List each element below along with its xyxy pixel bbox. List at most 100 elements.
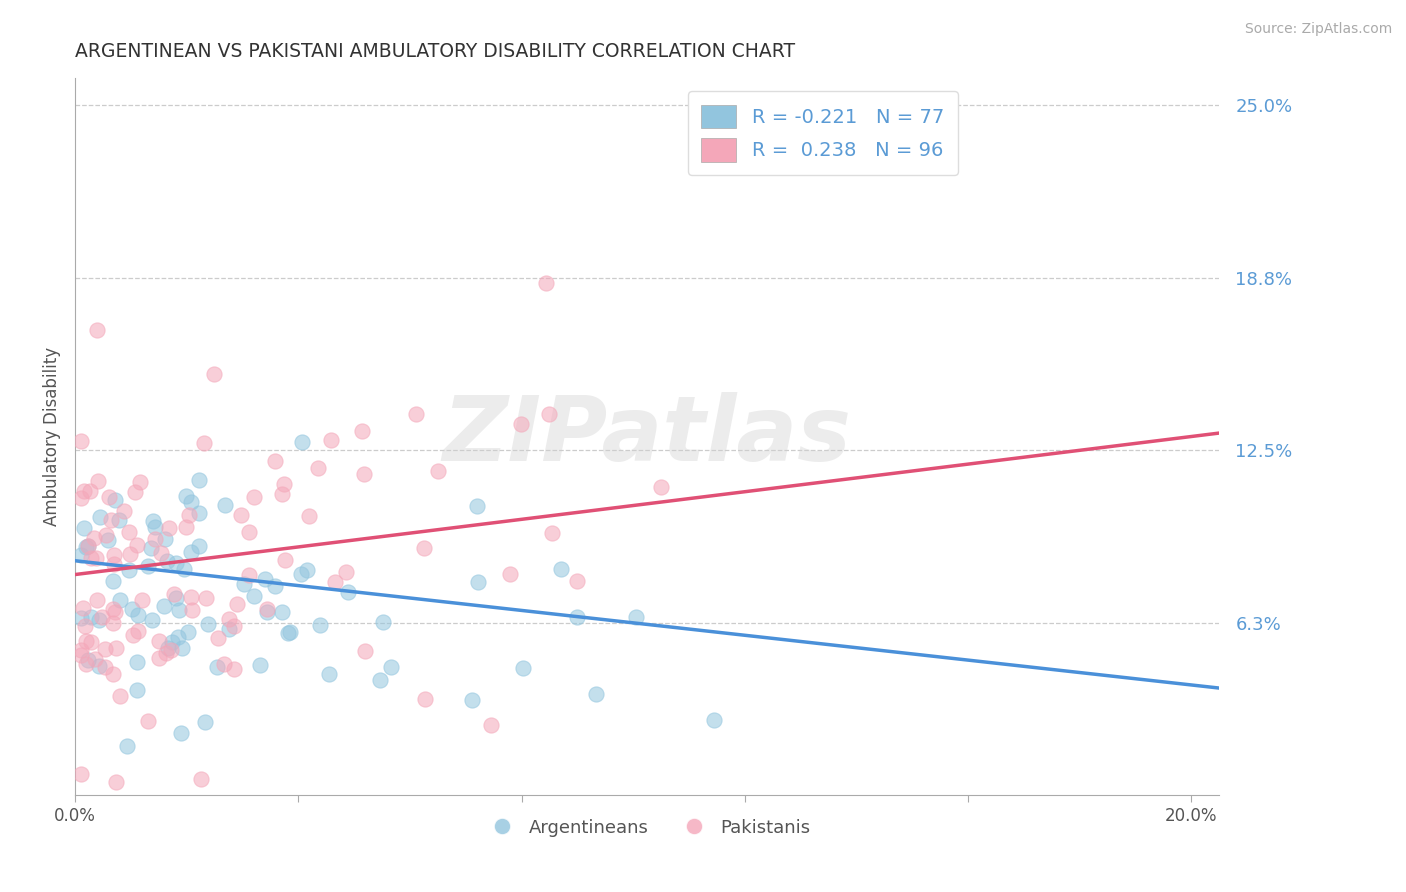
Point (177, 508, 200, 522)
Point (405, 407, 427, 421)
Point (207, 660, 229, 674)
Point (193, 435, 215, 450)
Point (195, 591, 218, 605)
Point (104, 605, 127, 619)
Point (229, 508, 252, 522)
Point (122, 628, 145, 642)
Point (368, 673, 391, 687)
Point (238, 568, 260, 582)
Point (703, 713, 725, 727)
Point (278, 625, 301, 640)
Text: ARGENTINEAN VS PAKISTANI AMBULATORY DISABILITY CORRELATION CHART: ARGENTINEAN VS PAKISTANI AMBULATORY DISA… (75, 42, 796, 61)
Point (218, 622, 240, 636)
Point (69, 434, 91, 448)
Point (93, 660, 115, 674)
Point (110, 689, 132, 703)
Point (72, 600, 94, 615)
Point (512, 660, 534, 674)
Point (163, 587, 186, 601)
Point (80, 634, 103, 648)
Point (165, 556, 187, 570)
Point (188, 473, 211, 487)
Point (96, 528, 118, 542)
Point (124, 485, 146, 500)
Point (498, 567, 520, 582)
Point (87, 474, 110, 488)
Point (101, 667, 124, 681)
Point (73, 520, 96, 534)
Point (73, 618, 96, 632)
Point (193, 715, 215, 730)
Point (76, 539, 98, 553)
Point (291, 435, 314, 450)
Point (270, 487, 292, 501)
Point (153, 532, 176, 546)
Point (125, 682, 148, 697)
Point (222, 662, 245, 676)
Point (467, 575, 489, 590)
Point (274, 553, 297, 567)
Point (550, 561, 572, 575)
Point (103, 549, 125, 563)
Point (165, 591, 187, 605)
Point (197, 617, 219, 632)
Point (336, 585, 359, 599)
Point (156, 554, 179, 568)
Point (69, 648, 91, 662)
Point (86, 323, 108, 337)
Point (170, 641, 193, 656)
Point (181, 602, 204, 616)
Point (118, 547, 141, 561)
Point (173, 562, 195, 576)
Point (69, 642, 91, 657)
Point (142, 514, 165, 528)
Point (225, 597, 247, 611)
Point (263, 453, 285, 467)
Point (91, 610, 114, 624)
Point (212, 657, 235, 672)
Point (412, 541, 434, 556)
Point (69, 491, 91, 505)
Point (80, 551, 103, 566)
Point (249, 657, 271, 672)
Text: ZIPatlas: ZIPatlas (443, 392, 852, 481)
Point (121, 602, 143, 616)
Point (263, 579, 285, 593)
Point (108, 592, 131, 607)
Point (77, 652, 100, 666)
Point (242, 491, 264, 505)
Point (153, 599, 176, 613)
Point (77, 540, 100, 554)
Point (125, 538, 148, 552)
Point (94, 642, 117, 657)
Point (307, 461, 329, 475)
Point (69, 548, 91, 562)
Point (143, 520, 166, 534)
Point (136, 714, 159, 728)
Point (141, 613, 163, 627)
Point (465, 499, 488, 513)
Point (243, 590, 266, 604)
Point (271, 605, 294, 619)
Point (105, 640, 128, 655)
Point (104, 493, 127, 508)
Point (335, 565, 357, 579)
Point (298, 508, 321, 523)
Point (207, 632, 229, 646)
Point (318, 666, 340, 681)
Point (585, 687, 607, 701)
Point (534, 276, 557, 290)
Point (277, 626, 299, 640)
Point (353, 467, 375, 481)
Point (254, 572, 277, 586)
Point (155, 647, 177, 661)
Point (169, 726, 191, 740)
Point (118, 563, 141, 577)
Point (103, 574, 125, 589)
Point (75, 657, 97, 671)
Point (148, 633, 170, 648)
Point (97, 533, 120, 547)
Point (565, 574, 588, 588)
Point (114, 504, 136, 518)
Point (427, 463, 450, 477)
